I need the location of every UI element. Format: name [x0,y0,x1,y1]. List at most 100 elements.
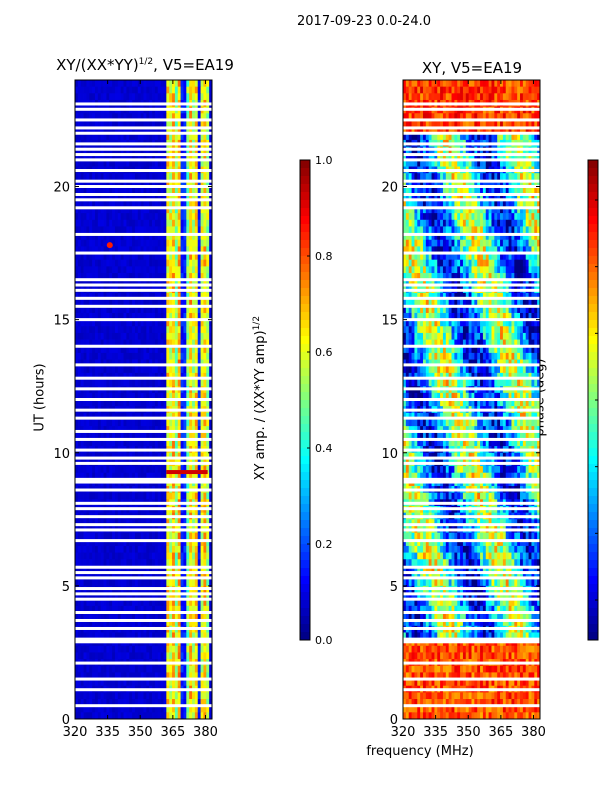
amp-cell [146,226,150,234]
phase-cell [457,113,461,121]
amp-cell [200,605,204,613]
amp-cell [154,559,159,567]
amp-cell [154,119,159,127]
amp-cell [143,159,147,167]
amp-cell [146,452,150,460]
amp-cell [137,632,142,640]
amp-cell [112,532,116,540]
amp-cell [89,392,93,400]
amp-cell [174,452,179,460]
amp-cell [143,552,147,560]
phase-cell [428,126,432,134]
amp-cell [86,119,90,127]
amp-cell [83,326,87,334]
amp-cell [192,672,196,680]
amp-cell [120,612,124,620]
amp-cell [83,532,87,540]
amp-cell [134,392,139,400]
amp-cell [169,319,173,327]
amp-cell [75,532,79,540]
amp-cell [166,565,170,573]
amp-cell [112,332,116,340]
amp-cell [94,712,99,720]
amp-cell [112,466,116,474]
amp-cell [114,239,119,247]
amp-cell [126,712,130,720]
amp-cell [172,392,176,400]
phase-cell [477,80,481,88]
amp-cell [137,159,142,167]
amp-cell [154,246,159,254]
amp-cell [126,153,130,161]
amp-cell [149,259,153,267]
amp-cell [94,672,99,680]
amp-cell [120,392,124,400]
amp-cell [149,519,153,527]
amp-cell [123,692,127,700]
amp-cell [83,412,87,420]
amp-cell [120,539,124,547]
amp-cell [100,86,104,94]
amp-cell [75,153,79,161]
amp-cell [166,293,170,301]
phase-cell [434,93,438,101]
amp-cell [157,679,162,687]
amp-cell [186,352,190,360]
phase-cell [502,86,507,94]
amp-cell [120,559,124,567]
amp-cell [100,239,104,247]
amp-cell [80,332,84,340]
phase-cell [497,86,501,94]
phase-cell [531,113,535,121]
phase-cell [434,86,438,94]
amp-cell [203,645,207,653]
amp-cell [169,399,173,407]
amp-cell [80,572,84,580]
amp-cell [172,419,176,427]
amp-cell [180,519,184,527]
amp-cell [157,545,162,553]
amp-cell [149,619,153,627]
amp-cell [209,293,213,301]
amp-cell [177,359,181,367]
amp-cell [160,705,164,713]
amp-cell [154,592,159,600]
amp-cell [197,532,201,540]
amp-cell [106,359,110,367]
amp-cell [192,592,196,600]
amp-cell [174,419,179,427]
amp-cell [100,712,104,720]
amp-cell [126,692,130,700]
amp-cell [154,352,159,360]
amp-cell [97,619,102,627]
amp-cell [183,679,187,687]
amp-cell [157,379,162,387]
amp-cell [186,432,190,440]
amp-cell [169,80,173,88]
amp-cell [200,665,204,673]
amp-cell [140,113,144,121]
amp-cell [157,619,162,627]
amp-cell [100,672,104,680]
amp-cell [200,173,204,181]
amp-cell [92,186,96,194]
amp-cell [80,113,84,121]
amp-cell [126,426,130,434]
amp-cell [203,233,207,241]
amp-cell [86,226,90,234]
amp-cell [186,199,190,207]
amp-cell [174,273,179,281]
amp-cell [114,679,119,687]
amp-cell [132,699,136,707]
amp-cell [180,80,184,88]
amp-cell [80,179,84,187]
amp-cell [180,113,184,121]
amp-cell [209,86,213,94]
amp-cell [160,179,164,187]
phase-cell [442,93,447,101]
amp-cell [209,412,213,420]
amp-cell [123,565,127,573]
amp-cell [137,352,142,360]
amp-cell [86,452,90,460]
amp-cell [120,239,124,247]
